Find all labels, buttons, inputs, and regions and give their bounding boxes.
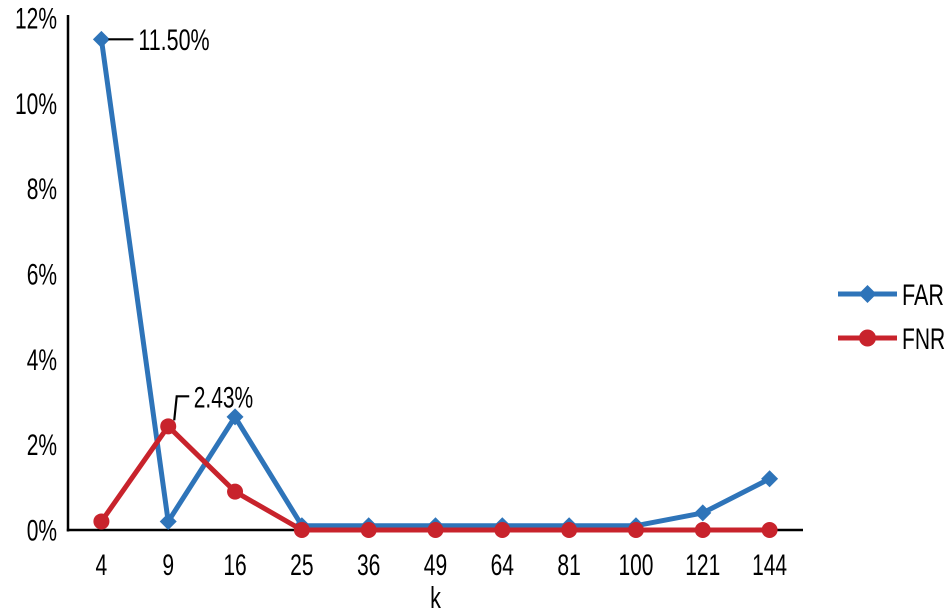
series-far-marker (694, 504, 712, 522)
series-fnr-marker (427, 522, 444, 538)
series-fnr-marker (360, 522, 377, 538)
far-legend-marker-icon (858, 285, 877, 303)
series-fnr-marker (293, 522, 310, 538)
x-tick-label: 9 (162, 549, 174, 582)
x-tick-label: 121 (685, 549, 720, 582)
x-tick-label: 64 (491, 549, 514, 582)
x-tick-label: 25 (290, 549, 313, 582)
series-fnr-marker (494, 522, 511, 538)
series-far-marker (159, 512, 177, 530)
series-fnr-marker (694, 522, 711, 538)
series-fnr-marker (561, 522, 578, 538)
x-tick-label: 100 (618, 549, 653, 582)
series-far-marker (761, 470, 779, 488)
series-fnr-marker (627, 522, 644, 538)
series-fnr-marker (227, 483, 244, 500)
y-tick-label: 0% (27, 515, 57, 548)
x-axis-title: k (430, 580, 441, 613)
y-tick-label: 10% (15, 88, 57, 121)
x-tick-label: 16 (223, 549, 246, 582)
annotation-label: 11.50% (138, 24, 209, 57)
legend-label-far: FAR (902, 279, 944, 312)
x-tick-label: 4 (96, 549, 108, 582)
series-far-marker (92, 30, 110, 48)
fnr-legend-marker-icon (859, 329, 876, 347)
series-fnr-marker (761, 522, 778, 538)
series-far-marker (226, 408, 244, 426)
y-tick-label: 4% (27, 344, 57, 377)
x-tick-label: 81 (557, 549, 580, 582)
y-tick-label: 2% (27, 429, 57, 462)
legend-label-fnr: FNR (902, 323, 945, 356)
x-tick-label: 144 (752, 549, 787, 582)
annotation-leader (173, 395, 190, 421)
series-far-line (98, 36, 773, 529)
series-fnr-marker (160, 418, 177, 435)
x-tick-label: 36 (357, 549, 380, 582)
x-tick-label: 49 (424, 549, 447, 582)
y-tick-label: 6% (27, 259, 57, 292)
y-tick-label: 8% (27, 173, 57, 206)
series-fnr-marker (93, 513, 110, 530)
annotation-label: 2.43% (194, 381, 254, 414)
series-fnr-line (98, 423, 773, 533)
y-tick-label: 12% (15, 3, 57, 36)
